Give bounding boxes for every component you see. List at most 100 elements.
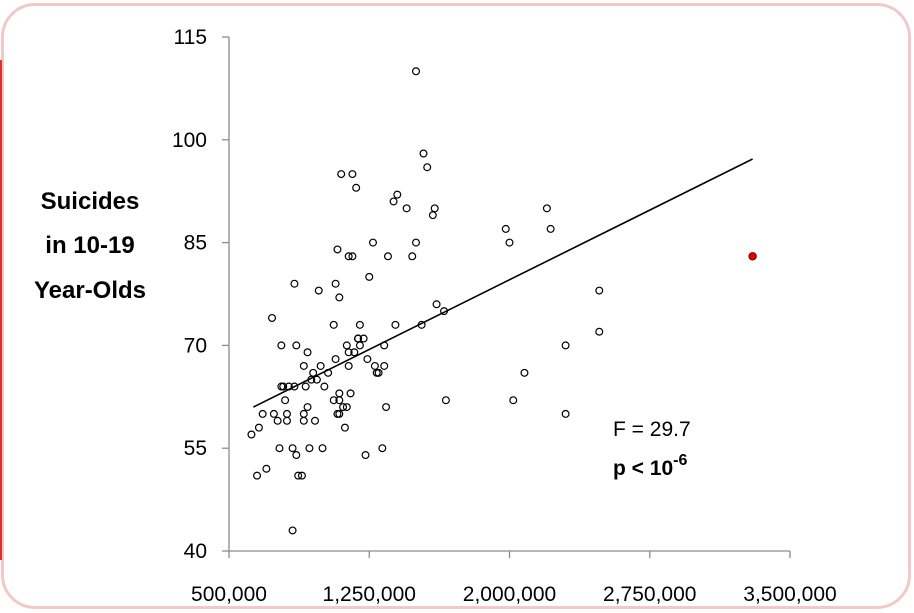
scatter-point: [346, 389, 355, 398]
scatter-point: [383, 252, 392, 261]
scatter-point: [268, 313, 277, 322]
scatter-point: [595, 327, 604, 336]
scatter-point: [254, 423, 263, 432]
scatter-point: [363, 355, 372, 364]
axes: [228, 37, 790, 552]
data-points: [247, 67, 757, 535]
scatter-point: [301, 382, 310, 391]
scatter-point: [335, 389, 344, 398]
p-value-prefix: p < 10: [613, 457, 673, 480]
scatter-point: [337, 170, 346, 179]
y-tick-label: 70: [184, 334, 207, 357]
scatter-point: [355, 341, 364, 350]
scatter-point: [303, 403, 312, 412]
scatter-point: [335, 396, 344, 405]
scatter-point: [389, 197, 398, 206]
x-tick-label: 500,000: [191, 583, 267, 606]
scatter-point: [288, 444, 297, 453]
scatter-point: [331, 355, 340, 364]
scatter-point: [382, 403, 391, 412]
scatter-point: [440, 307, 449, 316]
scatter-point: [335, 409, 344, 418]
scatter-point: [561, 341, 570, 350]
scatter-point: [282, 409, 291, 418]
scatter-point: [412, 67, 421, 76]
scatter-point: [329, 320, 338, 329]
y-tick-label: 55: [184, 437, 207, 460]
scatter-point: [432, 300, 441, 309]
scatter-point: [350, 348, 359, 357]
scatter-point: [340, 423, 349, 432]
x-tick-label: 1,250,000: [323, 583, 416, 606]
scatter-point: [344, 252, 353, 261]
scatter-point: [299, 409, 308, 418]
scatter-point: [370, 361, 379, 370]
scatter-point: [299, 361, 308, 370]
scatter-point: [441, 396, 450, 405]
y-axis-label-line-1: Suicides: [41, 188, 140, 215]
scatter-point: [277, 341, 286, 350]
scatter-point: [314, 286, 323, 295]
scatter-point: [303, 348, 312, 357]
scatter-point: [329, 396, 338, 405]
scatter-point: [412, 238, 421, 247]
y-axis-label-line-2: in 10-19: [45, 232, 134, 259]
scatter-point: [247, 430, 256, 439]
scatter-point: [359, 334, 368, 343]
scatter-point: [297, 471, 306, 480]
scatter-point: [501, 224, 510, 233]
scatter-point: [311, 416, 320, 425]
scatter-point: [428, 211, 437, 220]
y-tick-label: 40: [184, 540, 207, 563]
scatter-point: [279, 382, 288, 391]
scatter-point: [546, 224, 555, 233]
scatter-point: [290, 279, 299, 288]
scatter-point: [542, 204, 551, 213]
scatter-point: [342, 341, 351, 350]
scatter-point: [294, 471, 303, 480]
scatter-point: [509, 396, 518, 405]
scatter-point: [380, 341, 389, 350]
x-axis-ticks: 500,000 1,250,000 2,000,000 2,750,000 3,500,…: [191, 551, 837, 606]
scatter-point: [352, 183, 361, 192]
scatter-point: [561, 409, 570, 418]
outlier-point: [748, 252, 757, 261]
scatter-point: [417, 320, 426, 329]
scatter-point: [281, 396, 290, 405]
y-tick-label: 85: [184, 232, 207, 255]
scatter-point: [374, 368, 383, 377]
scatter-point: [262, 464, 271, 473]
scatter-point: [253, 471, 262, 480]
scatter-point: [339, 403, 348, 412]
scatter-point: [284, 382, 293, 391]
scatter-point: [312, 375, 321, 384]
y-axis-ticks: 40 55 70 85 100 115: [172, 26, 229, 563]
x-tick-label: 2,750,000: [603, 583, 696, 606]
scatter-point: [393, 190, 402, 199]
scatter-point: [408, 252, 417, 261]
scatter-point: [292, 451, 301, 460]
trendline: [252, 158, 753, 408]
scatter-point: [309, 368, 318, 377]
scatter-point: [344, 348, 353, 357]
scatter-point: [275, 444, 284, 453]
scatter-point: [318, 444, 327, 453]
scatter-point: [391, 320, 400, 329]
scatter-point: [365, 272, 374, 281]
scatter-point: [331, 279, 340, 288]
p-value-label: p < 10-6: [613, 452, 687, 480]
p-value-exponent: -6: [673, 452, 687, 469]
scatter-point: [380, 361, 389, 370]
left-accent-bar: [0, 60, 2, 560]
scatter-point: [305, 444, 314, 453]
scatter-point: [430, 204, 439, 213]
scatter-point: [288, 526, 297, 535]
scatter-point: [595, 286, 604, 295]
scatter-point: [348, 252, 357, 261]
scatter-point: [361, 451, 370, 460]
scatter-point: [520, 368, 529, 377]
scatter-point: [342, 403, 351, 412]
scatter-point: [368, 238, 377, 247]
